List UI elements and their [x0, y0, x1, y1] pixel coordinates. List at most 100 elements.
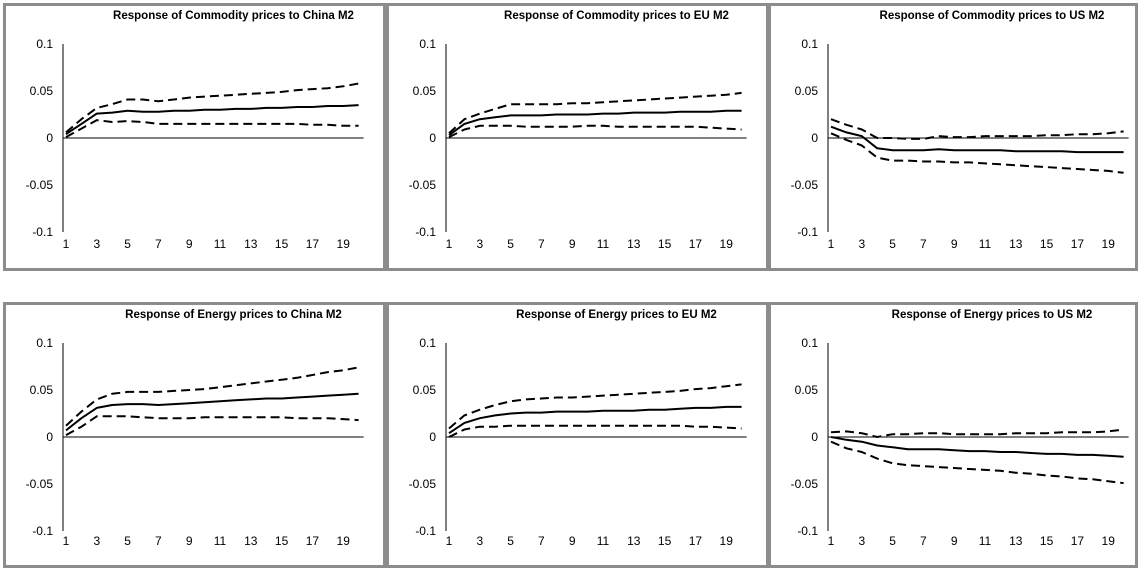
x-tick-label: 5 — [507, 534, 514, 548]
chart-svg: 0.10.050-0.05-0.11 3 5 7 9 11 13 15 17 19 — [409, 336, 747, 548]
x-tick-label: 15 — [1040, 534, 1054, 548]
y-tick-label: -0.05 — [791, 178, 819, 192]
x-tick-label: 19 — [720, 237, 734, 251]
x-tick-label: 5 — [124, 237, 131, 251]
y-tick-label: 0 — [46, 430, 53, 444]
x-tick-label: 3 — [93, 534, 100, 548]
y-tick-label: 0 — [429, 131, 436, 145]
x-tick-label: 13 — [1009, 237, 1023, 251]
chart-svg: 0.10.050-0.05-0.11 3 5 7 9 11 13 15 17 19 — [409, 37, 747, 251]
y-tick-label: 0.1 — [419, 336, 436, 350]
confidence-band-line — [448, 424, 742, 438]
confidence-band-line — [448, 124, 742, 138]
y-tick-label: 0.1 — [36, 37, 53, 51]
chart-panel-commodity-us: 0.1 0.05 0 -0.05 -0.1 1 3 5 7 9 11 13 15 17 19 Respons… — [768, 3, 1138, 271]
x-tick-label: 17 — [306, 534, 320, 548]
x-tick-label: 15 — [275, 237, 289, 251]
confidence-band-line — [65, 82, 359, 134]
chart-panel-commodity-china: 0.1 0.05 0 -0.05 -0.1 1 3 5 7 9 11 13 15 17 19 Respons… — [3, 3, 386, 271]
x-tick-label: 7 — [538, 237, 545, 251]
x-tick-label: 7 — [155, 534, 162, 548]
chart-title: Response of Commodity prices to US M2 — [879, 10, 1105, 22]
x-tick-label: 15 — [658, 237, 672, 251]
x-tick-label: 3 — [858, 237, 865, 251]
response-line — [830, 125, 1124, 154]
x-tick-label: 17 — [306, 237, 320, 251]
x-tick-label: 5 — [889, 237, 896, 251]
x-tick-label: 19 — [337, 534, 351, 548]
x-tick-label: 9 — [951, 534, 958, 548]
response-line — [65, 104, 359, 136]
y-tick-label: 0.1 — [801, 37, 818, 51]
x-tick-label: 11 — [979, 534, 992, 548]
y-tick-label: 0.05 — [30, 84, 54, 98]
y-tick-label: 0.05 — [413, 84, 437, 98]
chart-svg: 0.10.050-0.05-0.11 3 5 7 9 11 13 15 17 19 — [791, 336, 1129, 548]
x-tick-label: 3 — [858, 534, 865, 548]
confidence-band-line — [448, 383, 742, 430]
x-tick-label: 1 — [63, 237, 70, 251]
x-tick-label: 19 — [337, 237, 351, 251]
x-tick-label: 7 — [155, 237, 162, 251]
chart-title: Response of Energy prices to US M2 — [891, 309, 1093, 321]
y-tick-label: 0 — [429, 430, 436, 444]
y-tick-label: 0.05 — [30, 383, 54, 397]
y-tick-label: -0.05 — [409, 178, 437, 192]
chart-panel-energy-us: 0.1 0.05 0 -0.05 -0.1 1 3 5 7 9 11 13 15 17 19 Respons… — [768, 302, 1138, 568]
x-tick-label: 1 — [63, 534, 70, 548]
x-tick-label: 1 — [446, 237, 453, 251]
chart-title: Response of Commodity prices to China M2 — [113, 10, 354, 22]
x-tick-label: 7 — [920, 237, 927, 251]
x-tick-label: 11 — [214, 534, 227, 548]
y-tick-label: 0.05 — [795, 383, 819, 397]
x-tick-label: 1 — [828, 534, 835, 548]
chart-title: Response of Energy prices to China M2 — [125, 309, 342, 321]
x-tick-label: 3 — [476, 534, 483, 548]
y-tick-label: -0.05 — [409, 477, 437, 491]
chart-panel-energy-china: 0.1 0.05 0 -0.05 -0.1 1 3 5 7 9 11 13 15 17 19 Respons… — [3, 302, 386, 568]
y-tick-label: 0 — [811, 430, 818, 444]
response-line — [448, 405, 742, 435]
chart-title: Response of Commodity prices to EU M2 — [504, 10, 729, 22]
x-tick-label: 17 — [689, 237, 703, 251]
y-tick-label: -0.05 — [791, 477, 819, 491]
x-tick-label: 19 — [1102, 237, 1116, 251]
confidence-band-line — [830, 118, 1124, 140]
confidence-band-line — [448, 91, 742, 135]
x-tick-label: 5 — [889, 534, 896, 548]
y-tick-label: 0.1 — [36, 336, 53, 350]
x-tick-label: 15 — [658, 534, 672, 548]
y-tick-label: 0 — [811, 131, 818, 145]
x-tick-label: 13 — [1009, 534, 1023, 548]
x-tick-label: 11 — [597, 534, 610, 548]
response-line — [448, 109, 742, 137]
y-tick-label: 0.1 — [801, 336, 818, 350]
x-tick-label: 9 — [951, 237, 958, 251]
y-tick-label: 0.1 — [419, 37, 436, 51]
x-tick-label: 7 — [920, 534, 927, 548]
y-tick-label: -0.1 — [32, 225, 53, 239]
response-line — [830, 436, 1124, 458]
x-tick-label: 1 — [446, 534, 453, 548]
x-tick-label: 9 — [186, 534, 193, 548]
chart-panel-energy-eu: 0.1 0.05 0 -0.05 -0.1 1 3 5 7 9 11 13 15 17 19 Respons… — [386, 302, 769, 568]
x-tick-label: 17 — [1071, 237, 1085, 251]
confidence-band-line — [830, 428, 1124, 438]
x-tick-label: 3 — [476, 237, 483, 251]
y-tick-label: -0.1 — [797, 524, 818, 538]
response-line — [65, 392, 359, 432]
y-tick-label: -0.1 — [797, 225, 818, 239]
x-tick-label: 13 — [627, 534, 641, 548]
x-tick-label: 9 — [569, 237, 576, 251]
x-tick-label: 5 — [124, 534, 131, 548]
x-tick-label: 15 — [1040, 237, 1054, 251]
x-tick-label: 17 — [689, 534, 703, 548]
x-tick-label: 5 — [507, 237, 514, 251]
chart-svg: 0.10.050-0.05-0.11 3 5 7 9 11 13 15 17 19 — [791, 37, 1129, 251]
x-tick-label: 19 — [1102, 534, 1116, 548]
x-tick-label: 3 — [93, 237, 100, 251]
y-tick-label: 0.05 — [795, 84, 819, 98]
confidence-band-line — [65, 415, 359, 436]
y-tick-label: 0.05 — [413, 383, 437, 397]
chart-svg: 0.10.050-0.05-0.11 3 5 7 9 11 13 15 17 19 — [26, 336, 364, 548]
